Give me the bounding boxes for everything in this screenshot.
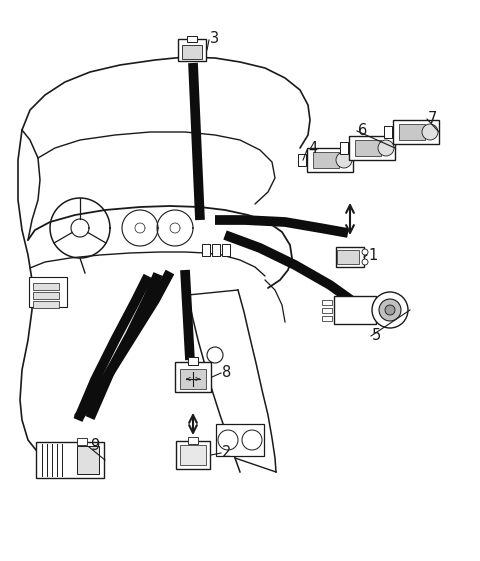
Circle shape — [336, 152, 352, 168]
Bar — [188, 357, 198, 365]
Text: 6: 6 — [358, 122, 367, 137]
Bar — [336, 247, 364, 267]
Circle shape — [422, 124, 438, 140]
Bar — [176, 441, 210, 469]
Bar — [180, 369, 206, 389]
Text: 1: 1 — [368, 247, 377, 263]
Bar — [393, 120, 439, 144]
Text: 2: 2 — [222, 444, 231, 459]
Text: 7: 7 — [428, 111, 437, 126]
Bar — [77, 438, 87, 444]
Bar — [322, 315, 332, 320]
Circle shape — [207, 347, 223, 363]
Bar — [188, 436, 198, 444]
Bar — [334, 296, 376, 324]
Text: 5: 5 — [372, 328, 381, 343]
Circle shape — [218, 430, 238, 450]
Bar — [77, 446, 99, 474]
Bar — [222, 244, 230, 256]
Bar — [399, 124, 425, 140]
Bar — [36, 442, 104, 478]
Bar — [313, 152, 339, 168]
Circle shape — [362, 249, 368, 255]
Bar — [322, 307, 332, 312]
Bar — [384, 126, 392, 138]
Text: 4: 4 — [308, 140, 317, 155]
Bar — [298, 154, 306, 166]
Bar — [216, 424, 264, 456]
Bar — [182, 45, 202, 59]
Circle shape — [242, 430, 262, 450]
Circle shape — [385, 305, 395, 315]
Bar — [29, 277, 67, 307]
Circle shape — [379, 299, 401, 321]
Bar — [33, 301, 59, 308]
Text: 8: 8 — [222, 365, 231, 379]
Bar — [349, 136, 395, 160]
Bar — [187, 36, 197, 42]
Circle shape — [378, 140, 394, 156]
Bar — [212, 244, 220, 256]
Bar — [178, 39, 206, 61]
Bar — [340, 142, 348, 154]
Circle shape — [372, 292, 408, 328]
Bar — [355, 140, 381, 156]
Text: 9: 9 — [90, 438, 99, 453]
Bar — [322, 300, 332, 305]
Bar — [33, 292, 59, 299]
Text: 3: 3 — [210, 30, 219, 45]
Bar — [175, 362, 211, 392]
Circle shape — [362, 259, 368, 265]
Bar — [180, 445, 206, 465]
Bar — [33, 283, 59, 290]
Bar — [202, 244, 210, 256]
Bar — [337, 250, 359, 264]
Bar — [307, 148, 353, 172]
